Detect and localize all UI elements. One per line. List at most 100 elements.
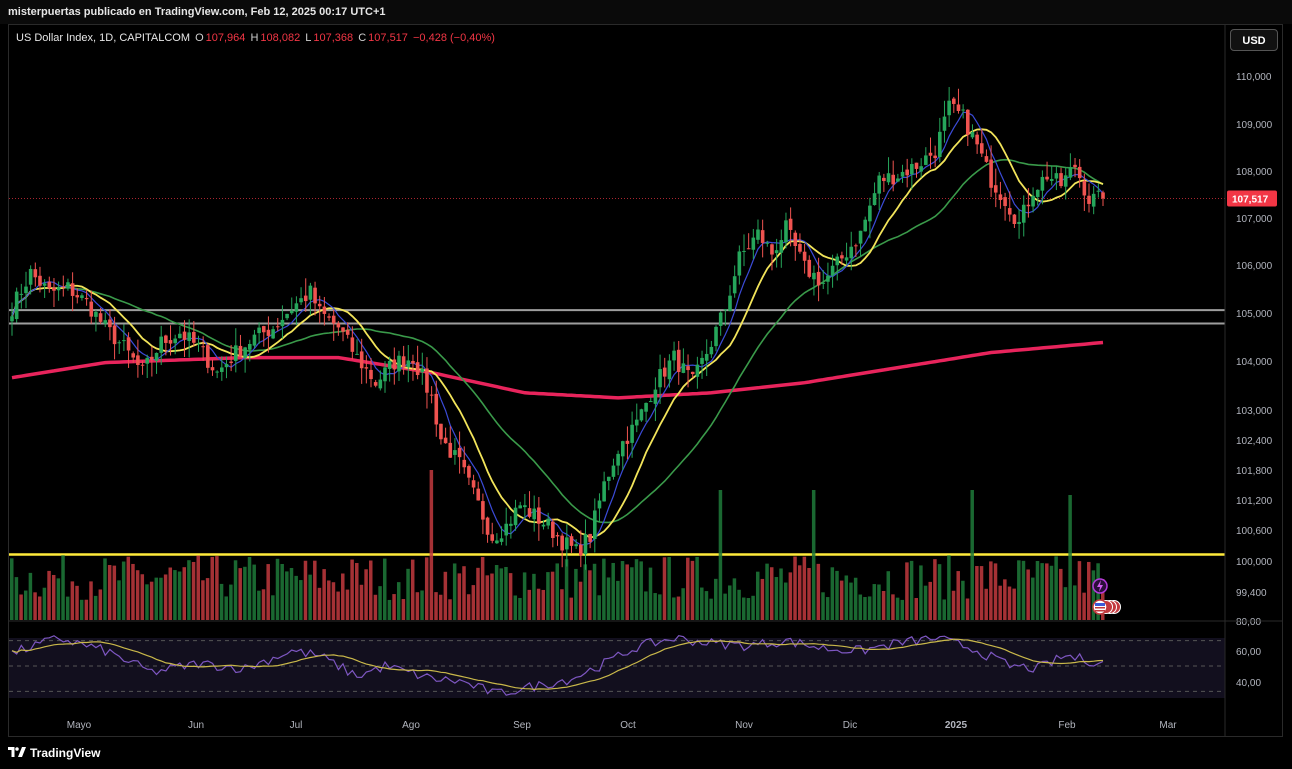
- volume-bar: [1049, 565, 1054, 620]
- volume-bar: [979, 566, 984, 620]
- candle-body: [518, 505, 523, 509]
- candle-body: [378, 379, 383, 389]
- volume-bar: [825, 597, 830, 620]
- volume-bar: [33, 592, 37, 620]
- time-tick-label: Ago: [402, 720, 420, 731]
- volume-bar: [14, 577, 19, 620]
- rsi-background: [9, 638, 1225, 698]
- volume-bar: [695, 556, 699, 620]
- tradingview-brand[interactable]: TradingView: [8, 745, 100, 760]
- candle-body: [313, 287, 317, 304]
- volume-bar: [117, 580, 121, 620]
- candle-body: [140, 364, 145, 366]
- candle-body: [648, 401, 653, 403]
- candle-body: [33, 269, 38, 278]
- candle-body: [700, 357, 704, 364]
- candle-body: [257, 327, 261, 334]
- time-tick-label: Mayo: [67, 720, 92, 731]
- candle-body: [840, 255, 844, 259]
- candle-body: [117, 342, 122, 344]
- candle-body: [760, 230, 765, 243]
- volume-bar: [504, 566, 508, 620]
- volume-bar: [592, 563, 597, 620]
- candle-body: [1021, 204, 1026, 223]
- flag-canton: [1095, 603, 1105, 606]
- candle-body: [816, 271, 821, 286]
- volume-bar: [1063, 587, 1068, 620]
- candle-body: [686, 366, 690, 371]
- volume-bar: [173, 570, 177, 620]
- volume-bar: [951, 590, 956, 620]
- symbol-title: US Dollar Index, 1D, CAPITALCOM: [16, 32, 191, 44]
- volume-bar: [1054, 556, 1058, 620]
- candle-body: [490, 534, 495, 541]
- volume-bar: [224, 596, 228, 620]
- horizontal-lines: [9, 309, 1225, 556]
- volume-bar: [303, 560, 308, 620]
- volume-bar: [392, 594, 396, 620]
- volume-bar: [65, 596, 70, 620]
- candle-body: [579, 544, 583, 556]
- candle-body: [1049, 179, 1054, 181]
- candle-body: [415, 362, 420, 376]
- candle-body: [872, 193, 877, 206]
- price-tick-label: 109,000: [1236, 120, 1273, 131]
- candle-body: [369, 369, 373, 380]
- volume-bar: [56, 578, 61, 620]
- candle-body: [383, 367, 387, 382]
- volume-bar: [233, 560, 238, 620]
- candle-body: [891, 174, 895, 185]
- candle-body: [14, 291, 19, 320]
- volume-bar: [1059, 568, 1063, 620]
- volume-bar: [420, 590, 424, 620]
- candle-body: [266, 329, 271, 336]
- volume-bar: [686, 557, 690, 620]
- volume-bar: [51, 574, 56, 620]
- candle-body: [751, 237, 756, 250]
- volume-bar: [243, 566, 247, 620]
- price-tick-label: 107,000: [1236, 214, 1273, 225]
- candle-body: [448, 442, 453, 458]
- candle-body: [80, 295, 84, 298]
- candle-body: [196, 343, 201, 345]
- price-tick-label: 106,000: [1236, 261, 1273, 272]
- candle-body: [942, 116, 947, 131]
- volume-bar: [681, 588, 685, 620]
- low-value: 107,368: [313, 32, 354, 44]
- candle-body: [523, 505, 527, 508]
- volume-bar: [569, 597, 573, 620]
- candle-body: [938, 131, 942, 157]
- candle-body: [252, 334, 257, 346]
- volume-bar: [369, 560, 373, 620]
- currency-button[interactable]: USD: [1230, 29, 1278, 51]
- volume-bar: [1091, 570, 1096, 620]
- volume-bar: [1087, 561, 1091, 620]
- price-tick-label: 100,000: [1236, 557, 1273, 568]
- candle-body: [732, 276, 737, 294]
- time-tick-label: Mar: [1159, 720, 1177, 731]
- candle-body: [112, 325, 117, 345]
- candle-body: [625, 440, 630, 444]
- volume-bar: [704, 591, 709, 620]
- volume-bar: [373, 594, 378, 620]
- volume-bar: [755, 571, 760, 620]
- price-badge: [1227, 190, 1277, 207]
- volume-bar: [816, 563, 821, 620]
- candle-body: [359, 351, 364, 369]
- rsi-ma-line: [11, 638, 1104, 691]
- volume-bar: [560, 589, 564, 620]
- candle-body: [835, 256, 840, 266]
- volume-bar: [723, 593, 727, 620]
- candle-body: [509, 523, 513, 526]
- candle-body: [1096, 190, 1101, 192]
- volume-bar: [429, 470, 434, 620]
- candle-body: [224, 363, 229, 368]
- candle-body: [886, 173, 891, 183]
- price-axis: 110,000 109,000 108,000 107,000 106,000 105,0…: [1236, 72, 1273, 599]
- volume-bar: [793, 556, 797, 620]
- volume-bar: [457, 573, 462, 620]
- price-badge-label: 107,517: [1232, 195, 1269, 206]
- candle-body: [1059, 173, 1063, 187]
- volume-bar: [313, 560, 317, 620]
